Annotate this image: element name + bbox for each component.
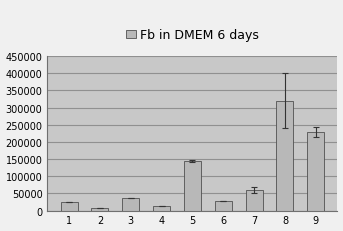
Bar bbox=[307, 132, 324, 211]
Bar bbox=[92, 208, 108, 211]
Bar bbox=[61, 202, 78, 211]
Legend: Fb in DMEM 6 days: Fb in DMEM 6 days bbox=[126, 29, 259, 42]
Bar bbox=[153, 207, 170, 211]
Bar bbox=[184, 161, 201, 211]
Bar bbox=[215, 201, 232, 211]
Bar bbox=[246, 190, 263, 211]
Bar bbox=[122, 198, 139, 211]
Bar bbox=[276, 101, 293, 211]
